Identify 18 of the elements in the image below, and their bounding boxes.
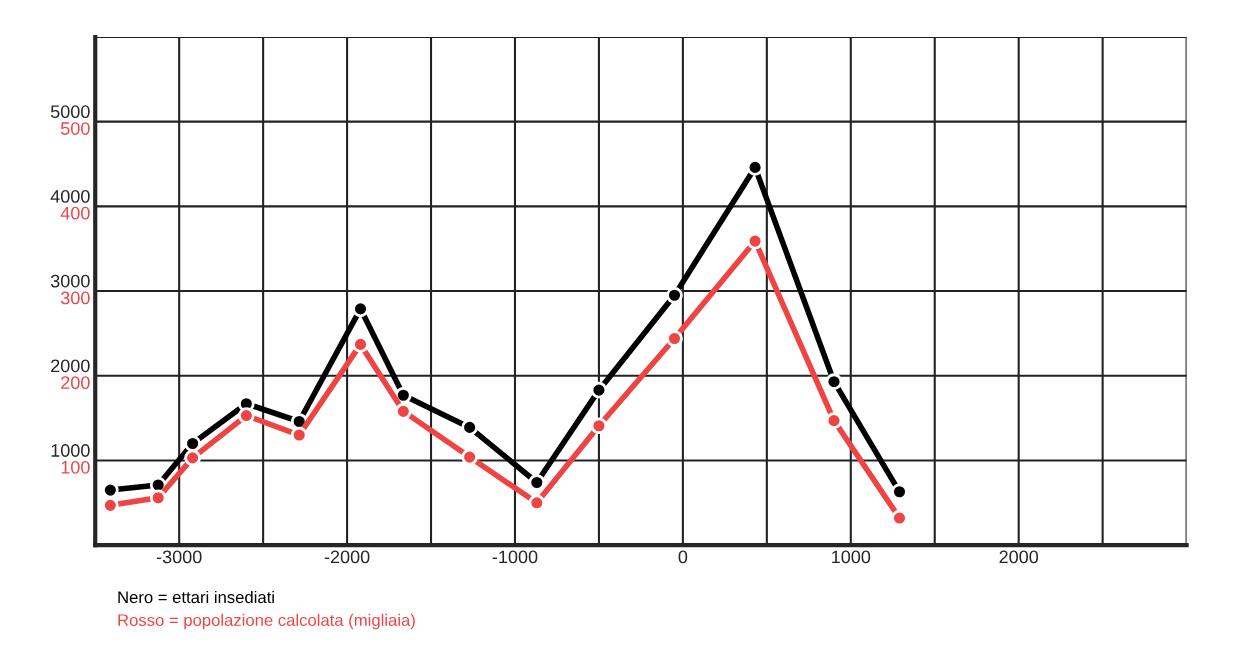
y-tick-label: 5000: [50, 105, 90, 119]
y2-tick-label: 400: [60, 206, 90, 220]
text: Nero = ettari insediati: [118, 590, 274, 604]
y-tick-label: 1000: [51, 444, 90, 457]
x-tick-label: -2000: [324, 550, 370, 564]
y2-tick-label: 200: [61, 376, 90, 390]
x-tick-label: 0: [678, 550, 688, 564]
y2-tick-label: 500: [60, 122, 90, 135]
text: Rosso = popolazione calcolata (migliaia): [118, 613, 415, 630]
x-tick-label: -3000: [156, 550, 202, 564]
x-tick-label: -1000: [492, 550, 538, 564]
y-tick-label: 4000: [50, 190, 90, 203]
y2-tick-label: 300: [60, 291, 90, 305]
y2-tick-label: 100: [61, 460, 90, 474]
x-tick-label: 2000: [999, 550, 1039, 564]
x-tick-label: 1000: [832, 550, 871, 564]
y-tick-label: 3000: [50, 274, 90, 288]
y-tick-label: 2000: [51, 359, 90, 373]
